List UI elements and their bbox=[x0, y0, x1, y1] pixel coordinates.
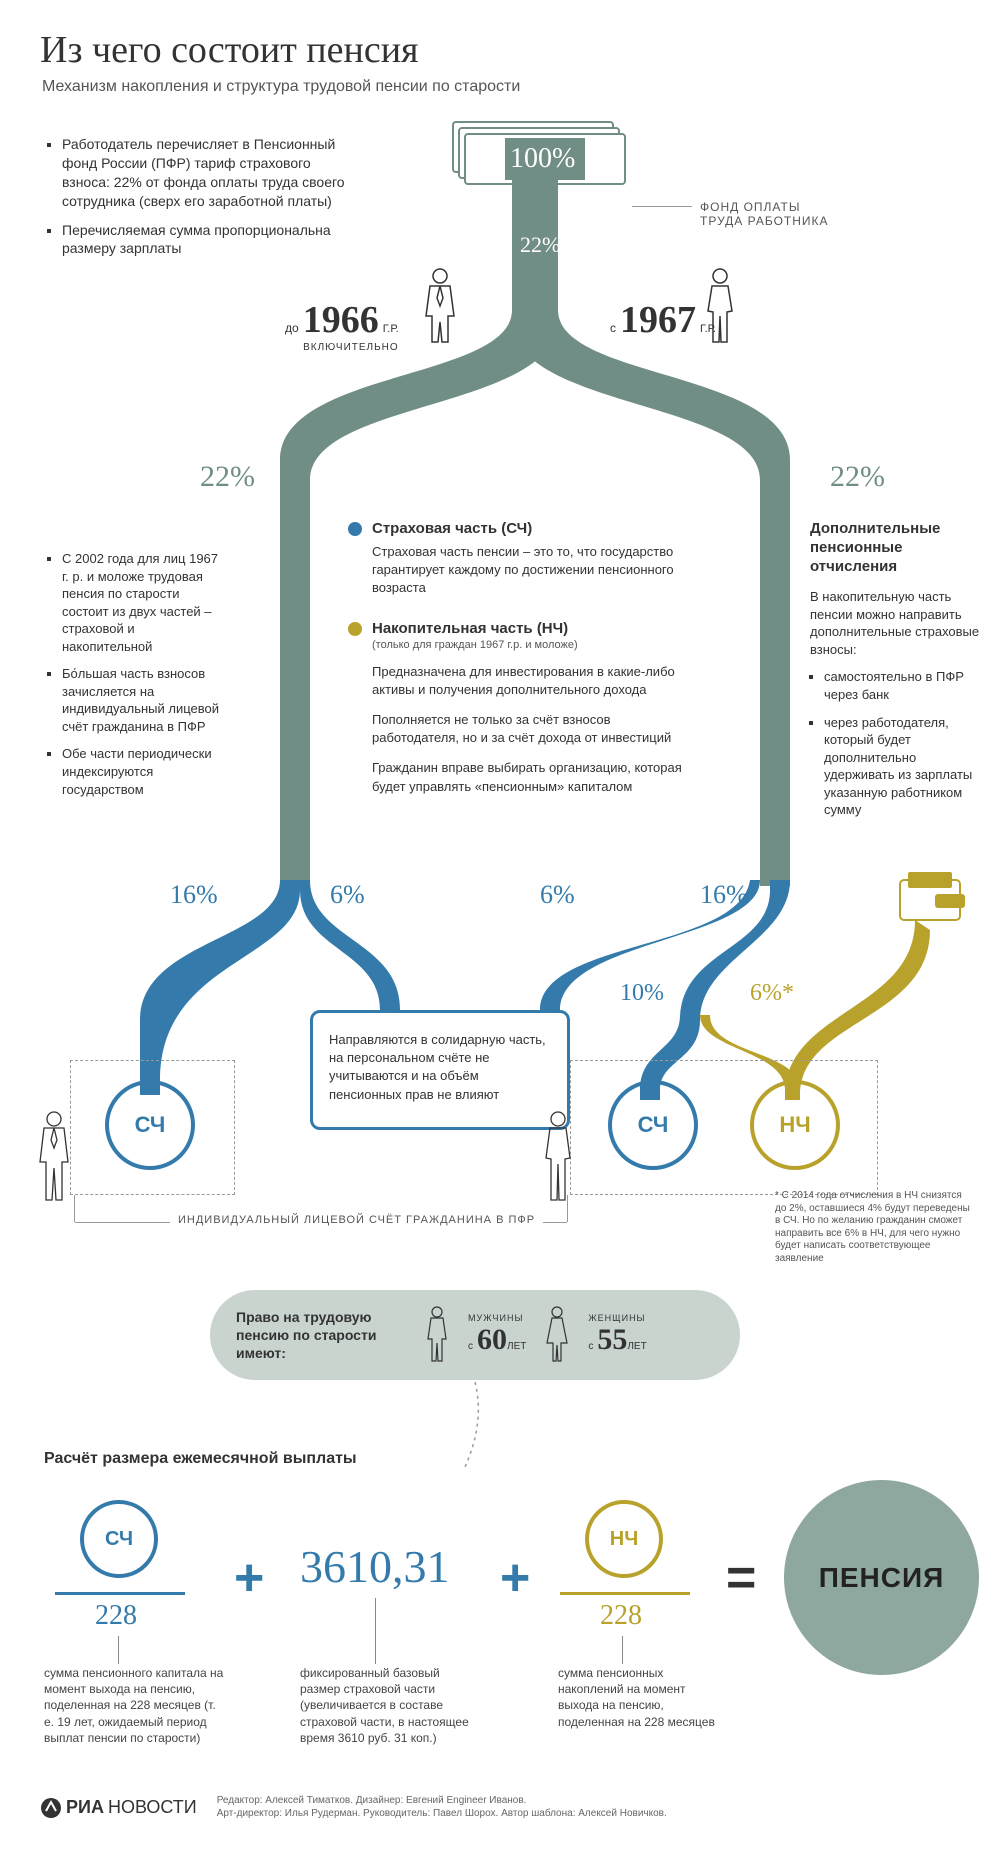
formula-tick-1 bbox=[118, 1636, 119, 1664]
formula-tick-2 bbox=[375, 1598, 376, 1664]
acct-tick-l bbox=[74, 1195, 75, 1222]
label-6-right: 6% bbox=[540, 880, 575, 910]
elig-lead: Право на трудовую пенсию по старости име… bbox=[236, 1308, 406, 1363]
node-sch-left: СЧ bbox=[105, 1080, 195, 1170]
formula-sch-circle: СЧ bbox=[80, 1500, 158, 1578]
footer: РИАНОВОСТИ Редактор: Алексей Тиматков. Д… bbox=[40, 1795, 667, 1820]
brand-mark-icon bbox=[40, 1797, 62, 1819]
sch-body: Страховая часть пенсии – это то, что гос… bbox=[372, 543, 698, 598]
rc-intro: В накопительную часть пенсии можно напра… bbox=[810, 588, 980, 658]
label-stem-22: 22% bbox=[520, 232, 560, 258]
person-suit-icon bbox=[420, 266, 460, 346]
label-10: 10% bbox=[620, 980, 664, 1007]
label-6-left: 6% bbox=[330, 880, 365, 910]
person-suit-small-icon bbox=[34, 1110, 74, 1205]
dot-icon-gold bbox=[348, 622, 362, 636]
formula-frac-line-1 bbox=[55, 1592, 185, 1595]
page-subtitle: Механизм накопления и структура трудовой… bbox=[42, 78, 520, 96]
right-column: Дополнительные пенсионные отчисления В н… bbox=[810, 520, 980, 829]
label-100pct: 100% bbox=[510, 143, 575, 175]
nch-p2: Пополняется не только за счёт взносов ра… bbox=[372, 711, 698, 747]
dot-icon-blue bbox=[348, 522, 362, 536]
nch-title: Накопительная часть (НЧ) bbox=[372, 620, 568, 637]
formula-desc-1: сумма пенсионного капитала на момент вых… bbox=[44, 1665, 224, 1746]
formula-den-3: 228 bbox=[600, 1600, 642, 1632]
formula-frac-line-3 bbox=[560, 1592, 690, 1595]
label-6star: 6%* bbox=[750, 980, 794, 1007]
solidary-box: Направляются в солидарную часть, на перс… bbox=[310, 1010, 570, 1130]
center-definitions: Страховая часть (СЧ) Страховая часть пен… bbox=[348, 520, 698, 796]
year-1967-block: с 1967 Г.Р. bbox=[610, 298, 716, 342]
label-16-left: 16% bbox=[170, 880, 218, 910]
formula-fixed: 3610,31 bbox=[300, 1540, 450, 1593]
person-man-icon bbox=[424, 1305, 450, 1365]
brand-logo: РИАНОВОСТИ bbox=[40, 1797, 197, 1819]
nch-note: (только для граждан 1967 г.р. и моложе) bbox=[372, 639, 698, 651]
flow-green bbox=[0, 180, 998, 500]
footnote-2014: * С 2014 года отчисления в НЧ снизятся д… bbox=[775, 1190, 975, 1265]
person-woman-icon bbox=[544, 1305, 570, 1365]
node-sch-right: СЧ bbox=[608, 1080, 698, 1170]
women-age: ЖЕНЩИНЫ с 55ЛЕТ bbox=[588, 1313, 646, 1357]
nch-p1: Предназначена для инвестирования в какие… bbox=[372, 663, 698, 699]
sch-title: Страховая часть (СЧ) bbox=[372, 520, 532, 537]
formula-desc-2: фиксированный базовый размер страховой ч… bbox=[300, 1665, 480, 1746]
page-title: Из чего состоит пенсия bbox=[40, 28, 419, 72]
acct-tick-r bbox=[567, 1195, 568, 1222]
formula-desc-3: сумма пенсионных накоплений на момент вы… bbox=[558, 1665, 718, 1730]
account-label: ИНДИВИДУАЛЬНЫЙ ЛИЦЕВОЙ СЧЁТ ГРАЖДАНИНА В… bbox=[170, 1214, 543, 1226]
formula-nch-circle: НЧ bbox=[585, 1500, 663, 1578]
result-label: ПЕНСИЯ bbox=[819, 1562, 945, 1594]
result-circle: ПЕНСИЯ bbox=[784, 1480, 979, 1675]
rc-title: Дополнительные пенсионные отчисления bbox=[810, 520, 980, 576]
plus-2: + bbox=[500, 1548, 530, 1608]
node-nch: НЧ bbox=[750, 1080, 840, 1170]
dotted-connector bbox=[460, 1382, 490, 1472]
formula-heading: Расчёт размера ежемесячной выплаты bbox=[44, 1450, 357, 1468]
formula-tick-3 bbox=[622, 1636, 623, 1664]
plus-1: + bbox=[234, 1548, 264, 1608]
eligibility-pill: Право на трудовую пенсию по старости име… bbox=[210, 1290, 740, 1380]
label-22-right: 22% bbox=[830, 460, 885, 494]
label-16-right: 16% bbox=[700, 880, 748, 910]
formula-den-1: 228 bbox=[95, 1600, 137, 1632]
equals-sign: = bbox=[726, 1548, 756, 1608]
men-age: МУЖЧИНЫ с 60ЛЕТ bbox=[468, 1313, 526, 1357]
nch-p3: Гражданин вправе выбирать организацию, к… bbox=[372, 759, 698, 795]
year-1966-block: до 1966 Г.Р. ВКЛЮЧИТЕЛЬНО bbox=[285, 298, 399, 353]
credits: Редактор: Алексей Тиматков. Дизайнер: Ев… bbox=[217, 1795, 667, 1820]
person-casual-small-icon bbox=[540, 1110, 576, 1205]
label-22-left: 22% bbox=[200, 460, 255, 494]
